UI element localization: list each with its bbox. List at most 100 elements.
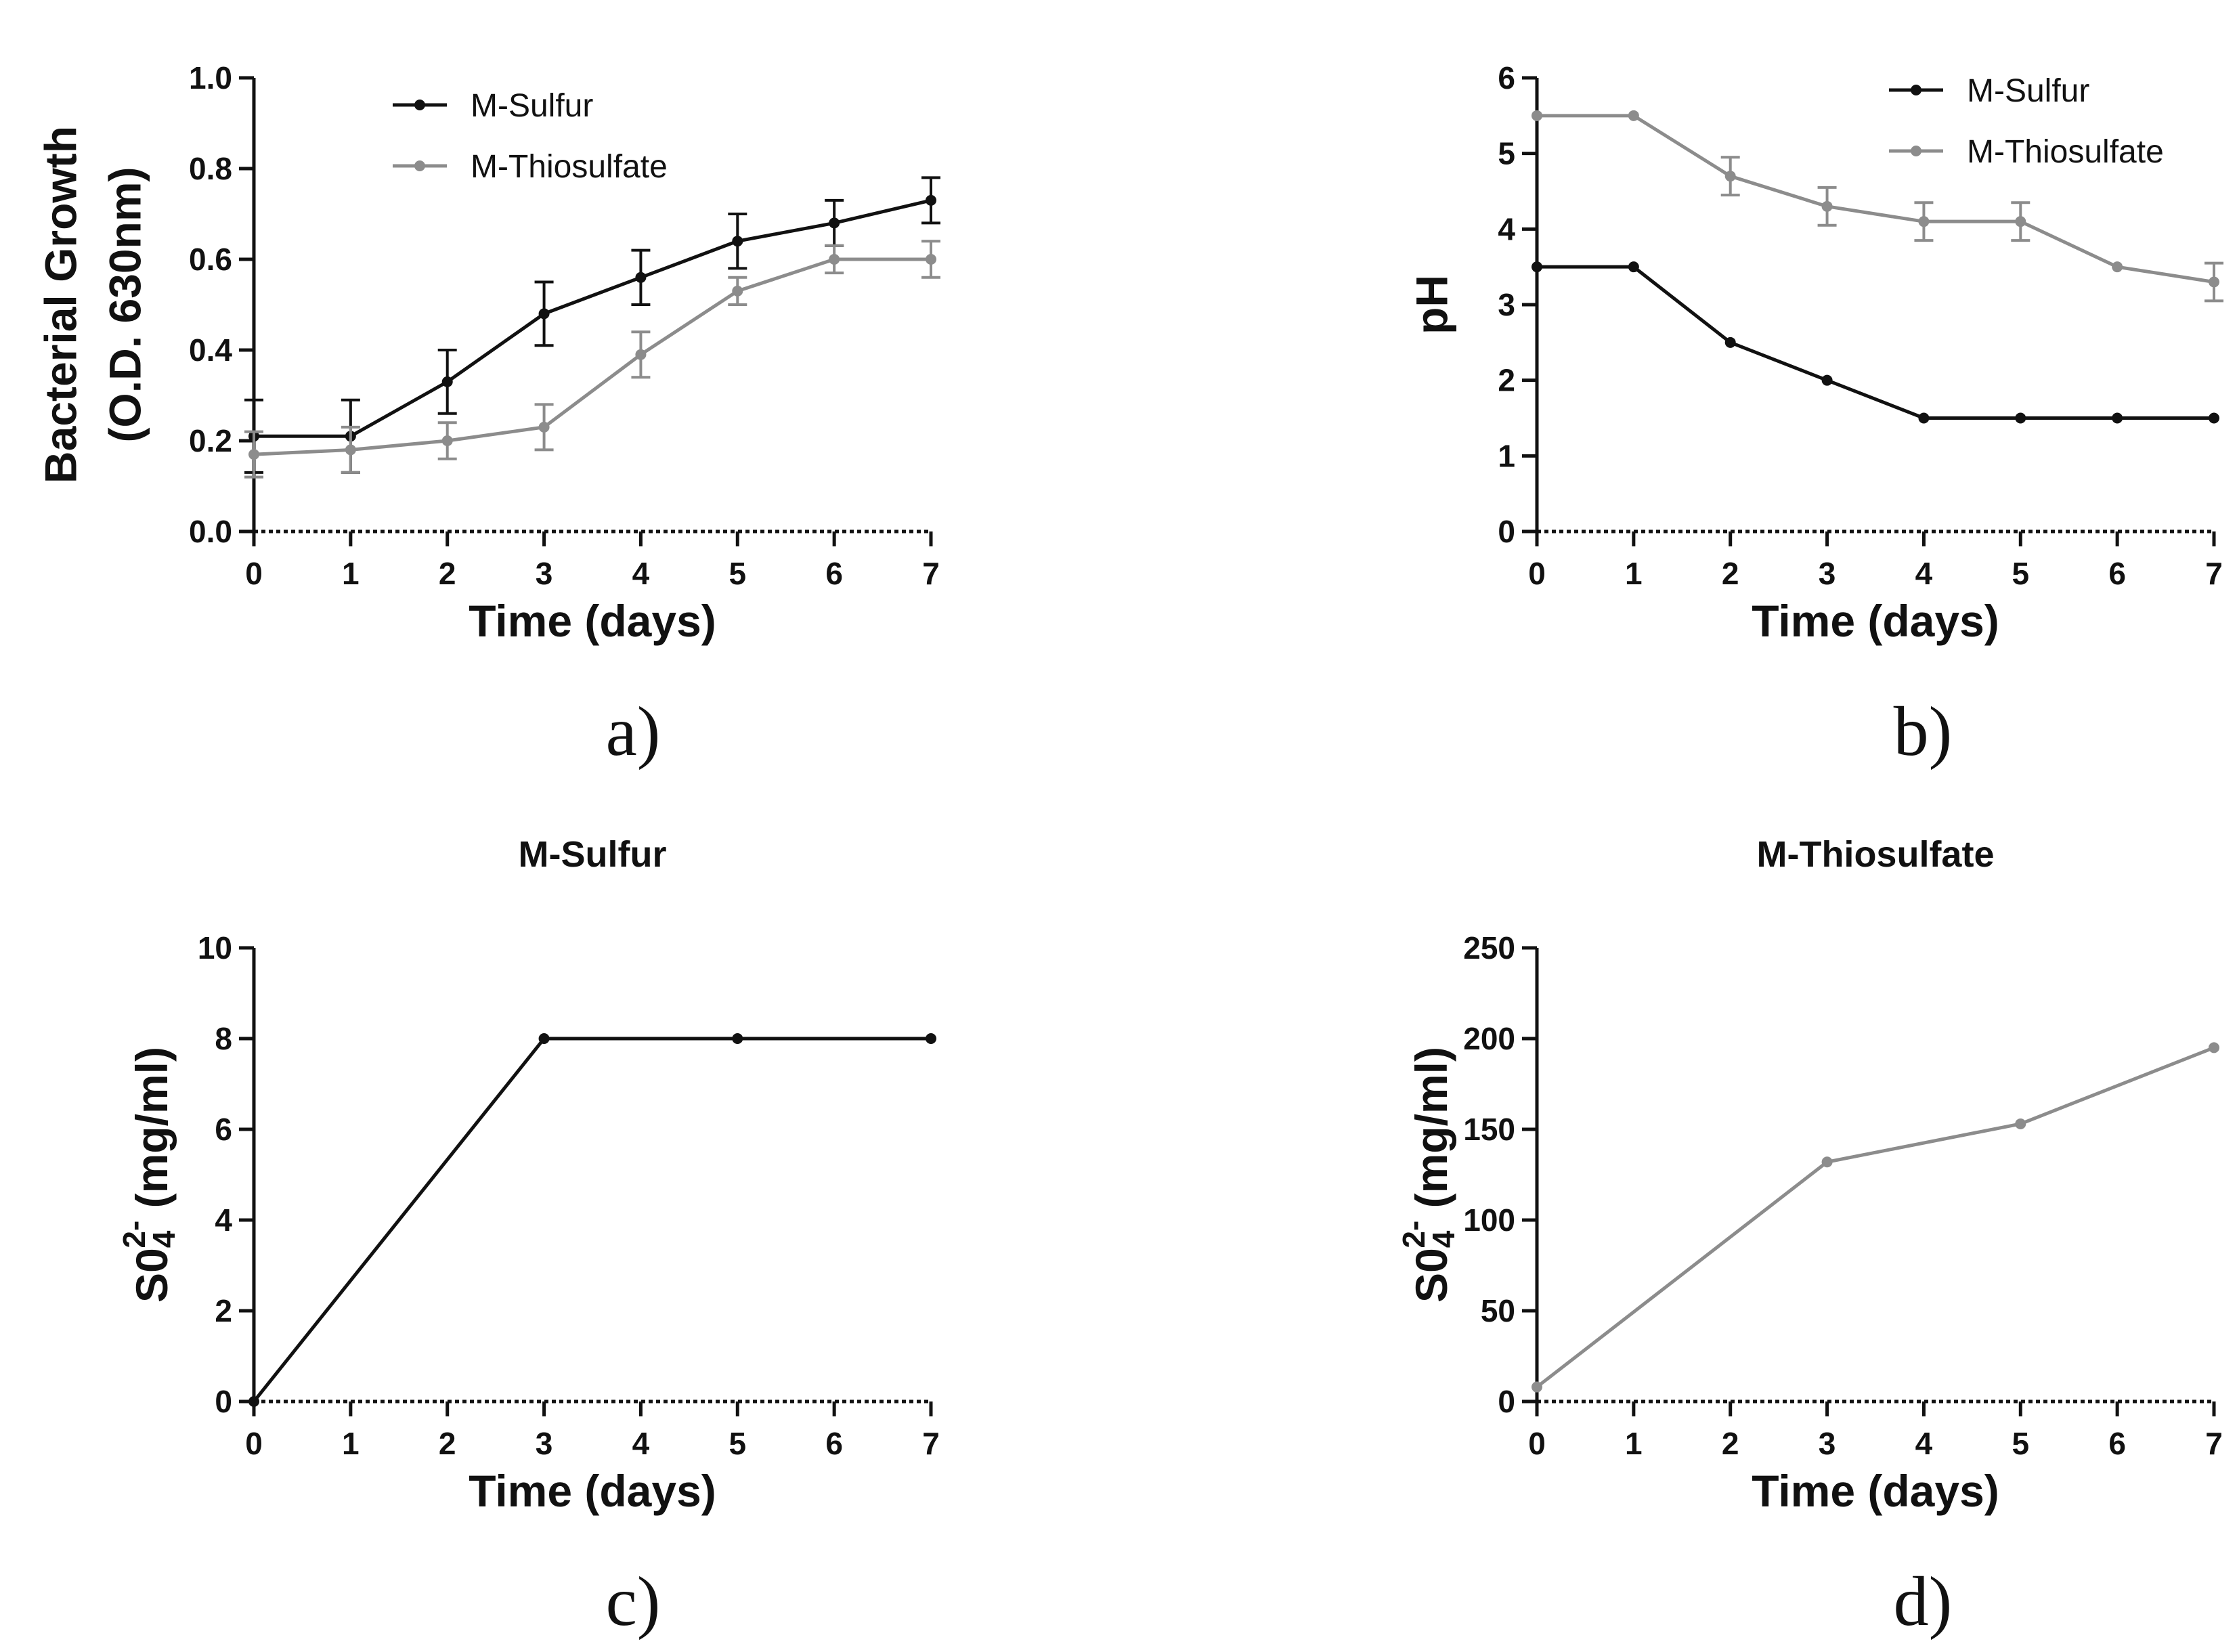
data-point	[1532, 110, 1542, 121]
data-point	[1724, 171, 1736, 182]
legend: M-Sulfur M-Thiosulfate	[393, 88, 668, 185]
y-axis-title: S042- (mg/ml)	[1396, 1047, 1461, 1303]
series-line-m-sulfur	[253, 1037, 931, 1403]
data-point	[635, 349, 647, 360]
panel-label: a)	[606, 693, 661, 770]
y-axis-title-main: S0	[1406, 1248, 1456, 1303]
y-tick-label: 10	[198, 930, 232, 965]
data-point	[1628, 261, 1639, 273]
legend-label: M-Sulfur	[471, 88, 593, 124]
chart-title: M-Sulfur	[519, 834, 667, 875]
x-tick-label: 6	[2108, 1426, 2126, 1461]
series-line-m-sulfur	[254, 198, 932, 438]
chart-panel-a: 0.0 0.2 0.4 0.6 0.8 1.0 0 1 2 3 4 5 6 7 Time (days) Bac…	[35, 60, 940, 770]
x-tick-label: 3	[1819, 556, 1836, 591]
x-tick-label: 5	[2012, 556, 2029, 591]
x-axis-title: Time (days)	[1752, 1466, 1999, 1516]
x-tick-label: 3	[536, 1426, 553, 1461]
x-tick-label: 0	[245, 1426, 263, 1461]
y-tick-label: 150	[1463, 1112, 1515, 1147]
y-tick-label: 4	[1498, 211, 1515, 246]
panel-label: c)	[606, 1563, 661, 1640]
data-point	[538, 308, 550, 320]
y-axis-title: (O.D. 630nm)	[100, 167, 150, 442]
x-tick-label: 2	[439, 556, 456, 591]
data-point	[829, 217, 840, 229]
y-tick-label: 100	[1463, 1202, 1515, 1238]
y-axis-title-subscript: 4	[146, 1230, 181, 1248]
y-axis-title-superscript: 2-	[116, 1221, 152, 1248]
y-axis-title-superscript: 2-	[1396, 1221, 1431, 1248]
data-point	[2209, 412, 2219, 424]
chart-panel-d: 0 50 100 150 200 250 0 1 2 3 4 5 6 7 Time (days) S042- …	[1396, 834, 2223, 1640]
x-tick-label: 4	[1915, 556, 1933, 591]
legend-label: M-Thiosulfate	[1967, 134, 2164, 170]
y-tick-label: 0	[1498, 514, 1515, 549]
data-point	[2209, 276, 2219, 288]
x-tick-label: 2	[1722, 556, 1739, 591]
y-tick-label: 50	[1481, 1293, 1515, 1328]
x-axis-title: Time (days)	[469, 596, 716, 646]
y-tick-label: 200	[1463, 1021, 1515, 1056]
x-tick-label: 5	[2012, 1426, 2029, 1461]
series-line-m-thiosulfate	[1536, 1046, 2215, 1389]
y-tick-label: 0.8	[189, 151, 232, 186]
x-tick-label: 7	[2205, 1426, 2223, 1461]
chart-title: M-Thiosulfate	[1757, 834, 1995, 875]
data-point	[538, 421, 550, 433]
x-tick-label: 0	[245, 556, 263, 591]
data-point	[1532, 1381, 1542, 1393]
y-tick-label: 0.6	[189, 242, 232, 277]
legend-swatch-marker	[1911, 146, 1921, 156]
y-tick-label: 3	[1498, 287, 1515, 322]
y-tick-label: 0	[1498, 1384, 1515, 1419]
legend: M-Sulfur M-Thiosulfate	[1889, 73, 2164, 170]
panel-label: b)	[1894, 693, 1953, 770]
data-point	[2112, 261, 2123, 273]
data-point	[829, 254, 840, 265]
y-tick-label: 6	[1498, 60, 1515, 95]
data-point	[1918, 216, 1930, 227]
data-point	[926, 254, 936, 265]
x-tick-label: 1	[1625, 556, 1643, 591]
data-point	[248, 1396, 259, 1407]
data-point	[1724, 336, 1736, 348]
x-tick-label: 1	[342, 556, 360, 591]
y-tick-label: 8	[215, 1021, 232, 1056]
data-point	[248, 449, 259, 460]
x-tick-label: 7	[922, 556, 940, 591]
data-point	[1821, 1156, 1833, 1168]
y-tick-label: 6	[215, 1112, 232, 1147]
series-line-m-sulfur	[1537, 265, 2214, 420]
data-point	[441, 435, 453, 446]
x-tick-label: 3	[1819, 1426, 1836, 1461]
y-axis-title-unit: (mg/ml)	[1406, 1047, 1456, 1221]
data-point	[441, 376, 453, 387]
y-axis-title-unit: (mg/ml)	[127, 1047, 177, 1221]
x-tick-label: 2	[439, 1426, 456, 1461]
data-point	[1821, 200, 1833, 212]
legend-swatch-marker	[414, 160, 425, 171]
y-tick-label: 250	[1463, 930, 1515, 965]
data-point	[2015, 216, 2026, 227]
x-axis-title: Time (days)	[1752, 596, 1999, 646]
x-tick-label: 4	[1915, 1426, 1933, 1461]
data-point	[2015, 1118, 2026, 1129]
data-point	[2209, 1042, 2219, 1053]
y-tick-label: 5	[1498, 136, 1515, 171]
series-line-m-thiosulfate	[1537, 114, 2215, 284]
x-tick-label: 2	[1722, 1426, 1739, 1461]
data-point	[2112, 412, 2123, 424]
x-tick-label: 7	[922, 1426, 940, 1461]
data-point	[538, 1033, 550, 1044]
x-tick-label: 0	[1528, 556, 1546, 591]
data-point	[926, 194, 936, 206]
x-axis-title: Time (days)	[469, 1466, 716, 1516]
y-tick-label: 4	[215, 1202, 232, 1238]
data-point	[635, 271, 647, 283]
data-point	[1918, 412, 1930, 424]
y-tick-label: 1.0	[189, 60, 232, 95]
x-tick-label: 7	[2205, 556, 2223, 591]
